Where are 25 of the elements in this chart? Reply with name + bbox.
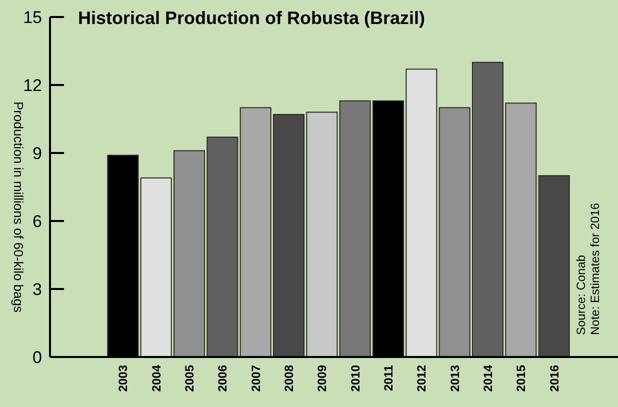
bar (538, 175, 570, 358)
x-tick-label: 2016 (547, 364, 562, 392)
x-tick-label: 2003 (116, 364, 130, 392)
x-tick-label: 2010 (348, 364, 362, 392)
y-tick-label: 15 (23, 8, 42, 27)
x-tick-label: 2012 (414, 364, 429, 392)
x-tick-label: 2006 (216, 364, 230, 392)
y-tick-label: 12 (23, 76, 42, 95)
x-tick-label: 2013 (448, 364, 462, 392)
x-tick-label: 2005 (182, 364, 196, 392)
x-tick-label: 2007 (248, 364, 263, 392)
y-tick-label: 0 (32, 348, 42, 367)
text: Note: Estimates for 2016 (588, 202, 602, 335)
y-tick-label: 9 (32, 144, 42, 163)
x-tick-label: 2014 (480, 364, 495, 392)
y-tick-label: 6 (32, 212, 42, 231)
x-tick-label: 2008 (282, 364, 296, 392)
y-axis-title: Production in millions of 60-kilo bags (11, 102, 26, 313)
x-tick-label: 2009 (315, 364, 330, 392)
chart-title: Historical Production of Robusta (Brazil) (78, 8, 426, 28)
x-tick-label: 2015 (514, 364, 528, 392)
x-tick-label: 2004 (149, 364, 164, 392)
y-tick-label: 3 (32, 280, 42, 299)
source-note: Source: Conab (574, 254, 588, 335)
x-tick-label: 2011 (381, 364, 396, 392)
